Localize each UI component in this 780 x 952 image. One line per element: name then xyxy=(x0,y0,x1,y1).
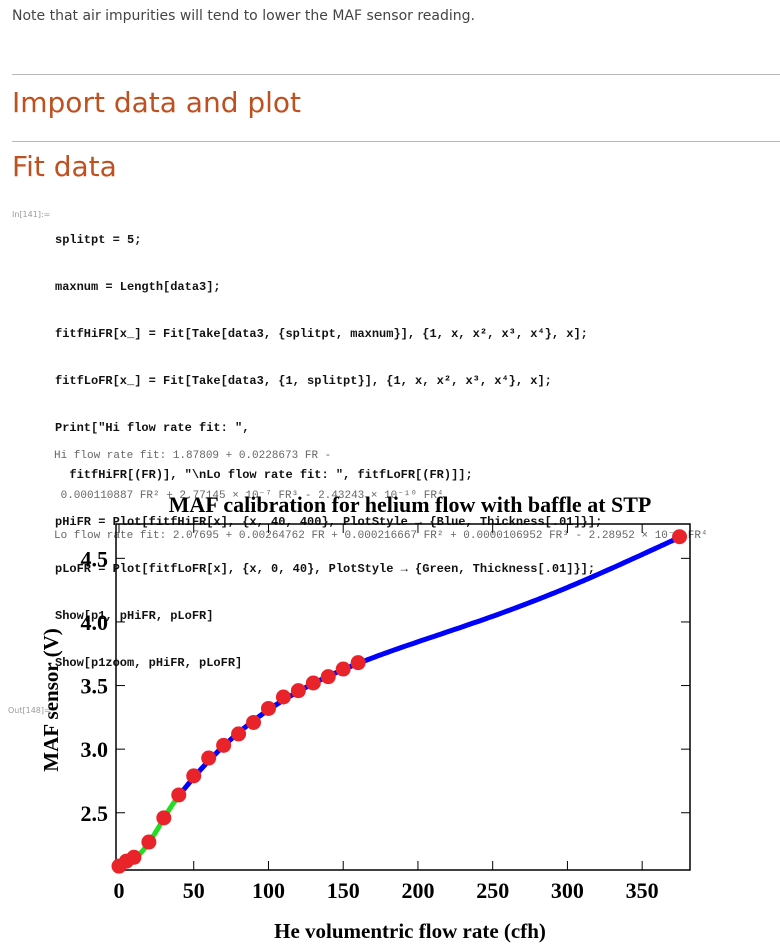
code-input-cell[interactable]: splitpt = 5; maxnum = Length[data3]; fit… xyxy=(55,203,602,687)
output-line: 0.000110887 FR² + 2.77145 × 10⁻⁷ FR³ - 2… xyxy=(54,490,444,502)
hi-flow-fit-curve xyxy=(176,532,687,799)
code-line: Show[p1, pHiFR, pLoFR] xyxy=(55,609,214,623)
y-tick-label: 4.5 xyxy=(81,546,109,571)
output-cell-label: Out[148]= xyxy=(8,706,51,715)
data-point xyxy=(335,661,351,677)
x-tick-label: 350 xyxy=(626,878,659,903)
code-line: pLoFR = Plot[fitfLoFR[x], {x, 0, 40}, Pl… xyxy=(55,562,596,576)
section-heading-import[interactable]: Import data and plot xyxy=(12,86,302,119)
maf-calibration-chart: MAF calibration for helium flow with baf… xyxy=(39,492,691,943)
data-point xyxy=(201,750,217,766)
plot-frame xyxy=(115,523,691,871)
data-point xyxy=(246,714,262,730)
input-cell-label: In[141]:= xyxy=(12,210,51,219)
data-point xyxy=(231,726,247,742)
section-divider xyxy=(12,141,780,142)
data-point xyxy=(350,655,366,671)
data-point xyxy=(275,689,291,705)
x-tick-label: 0 xyxy=(113,878,124,903)
section-heading-fit[interactable]: Fit data xyxy=(12,150,117,183)
x-axis-label: He volumentric flow rate (cfh) xyxy=(274,919,546,943)
y-tick-label: 3.5 xyxy=(81,674,109,699)
code-line: Print["Hi flow rate fit: ", xyxy=(55,421,250,435)
code-line: pHiFR = Plot[fitfHiFR[x], {x, 40, 400}, … xyxy=(55,515,603,529)
data-point xyxy=(186,768,202,784)
y-tick-label: 4.0 xyxy=(81,610,109,635)
section-divider xyxy=(12,74,780,75)
code-line: fitfLoFR[x_] = Fit[Take[data3, {1, split… xyxy=(55,374,552,388)
data-point xyxy=(156,810,172,826)
x-tick-label: 200 xyxy=(401,878,434,903)
data-point xyxy=(141,834,157,850)
data-point xyxy=(260,700,276,716)
note-text: Note that air impurities will tend to lo… xyxy=(12,8,475,24)
code-line: fitfHiFR[(FR)], "\nLo flow rate fit: ", … xyxy=(55,468,473,482)
output-line: Hi flow rate fit: 1.87809 + 0.0228673 FR… xyxy=(54,450,332,462)
print-output: Hi flow rate fit: 1.87809 + 0.0228673 FR… xyxy=(54,424,708,556)
code-line: maxnum = Length[data3]; xyxy=(55,280,221,294)
y-axis-label: MAF sensor (V) xyxy=(39,628,63,771)
y-tick-label: 3.0 xyxy=(81,737,109,762)
code-line: fitfHiFR[x_] = Fit[Take[data3, {splitpt,… xyxy=(55,327,588,341)
x-tick-label: 250 xyxy=(476,878,509,903)
x-tick-label: 300 xyxy=(551,878,584,903)
data-point xyxy=(320,669,336,685)
code-line: Show[p1zoom, pHiFR, pLoFR] xyxy=(55,656,243,670)
data-point xyxy=(126,849,142,865)
data-point xyxy=(290,683,306,699)
output-line: Lo flow rate fit: 2.07695 + 0.00264762 F… xyxy=(54,530,708,542)
code-line: splitpt = 5; xyxy=(55,233,142,247)
data-point xyxy=(305,675,321,691)
x-tick-label: 100 xyxy=(252,878,285,903)
data-point xyxy=(672,529,688,545)
x-tick-label: 150 xyxy=(327,878,360,903)
y-tick-label: 2.5 xyxy=(81,801,109,826)
data-point xyxy=(216,737,232,753)
x-tick-label: 50 xyxy=(183,878,205,903)
data-point xyxy=(171,787,187,803)
chart-title: MAF calibration for helium flow with baf… xyxy=(169,492,652,517)
